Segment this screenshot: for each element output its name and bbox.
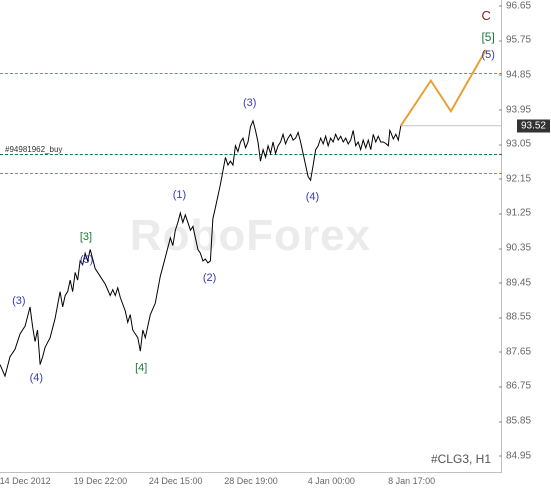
buy-entry-label: #94981962_buy	[5, 145, 62, 154]
y-tick: 88.55	[502, 312, 551, 323]
y-tick: 93.05	[502, 139, 551, 150]
price-path	[401, 50, 486, 126]
elliott-wave-label: (5)	[481, 49, 494, 61]
x-tick: 8 Jan 17:00	[388, 476, 435, 486]
elliott-wave-label: (1)	[173, 189, 186, 201]
x-tick: 14 Dec 2012	[0, 476, 51, 486]
y-tick: 91.25	[502, 208, 551, 219]
chart-plot-area: RoboForex (3)(4)(5)[3][4](1)(2)(3)(4)C[5…	[0, 0, 502, 473]
y-tick: 87.65	[502, 346, 551, 357]
current-price-indicator: 93.52	[517, 120, 550, 133]
elliott-wave-label: [4]	[135, 362, 147, 374]
x-tick: 24 Dec 15:00	[149, 476, 203, 486]
elliott-wave-label: (4)	[306, 191, 319, 203]
y-tick: 84.95	[502, 450, 551, 461]
x-tick: 4 Jan 00:00	[308, 476, 355, 486]
elliott-wave-label: (5)	[80, 254, 93, 266]
x-axis: 14 Dec 2012 19 Dec 22:00 24 Dec 15:00 28 De…	[0, 473, 502, 500]
elliott-wave-label: [5]	[481, 30, 494, 44]
y-axis: 96.65 95.75 94.85 93.95 93.05 92.15 91.25 90.35…	[502, 0, 551, 473]
y-tick: 92.15	[502, 173, 551, 184]
x-tick: 28 Dec 19:00	[224, 476, 278, 486]
y-tick: 86.75	[502, 381, 551, 392]
y-tick: 94.85	[502, 69, 551, 80]
price-path	[0, 121, 401, 376]
price-svg	[0, 0, 501, 472]
elliott-wave-label: C	[481, 8, 490, 23]
elliott-wave-label: (3)	[12, 295, 25, 307]
elliott-wave-label: [3]	[80, 231, 92, 243]
x-tick: 19 Dec 22:00	[74, 476, 128, 486]
symbol-timeframe-label: #CLG3, H1	[431, 452, 491, 466]
y-tick: 95.75	[502, 35, 551, 46]
elliott-wave-label: (2)	[203, 272, 216, 284]
y-tick: 93.95	[502, 104, 551, 115]
elliott-wave-label: (4)	[30, 372, 43, 384]
elliott-wave-label: (3)	[243, 97, 256, 109]
y-tick: 96.65	[502, 0, 551, 11]
y-tick: 85.85	[502, 416, 551, 427]
y-tick: 89.45	[502, 277, 551, 288]
y-tick: 90.35	[502, 243, 551, 254]
